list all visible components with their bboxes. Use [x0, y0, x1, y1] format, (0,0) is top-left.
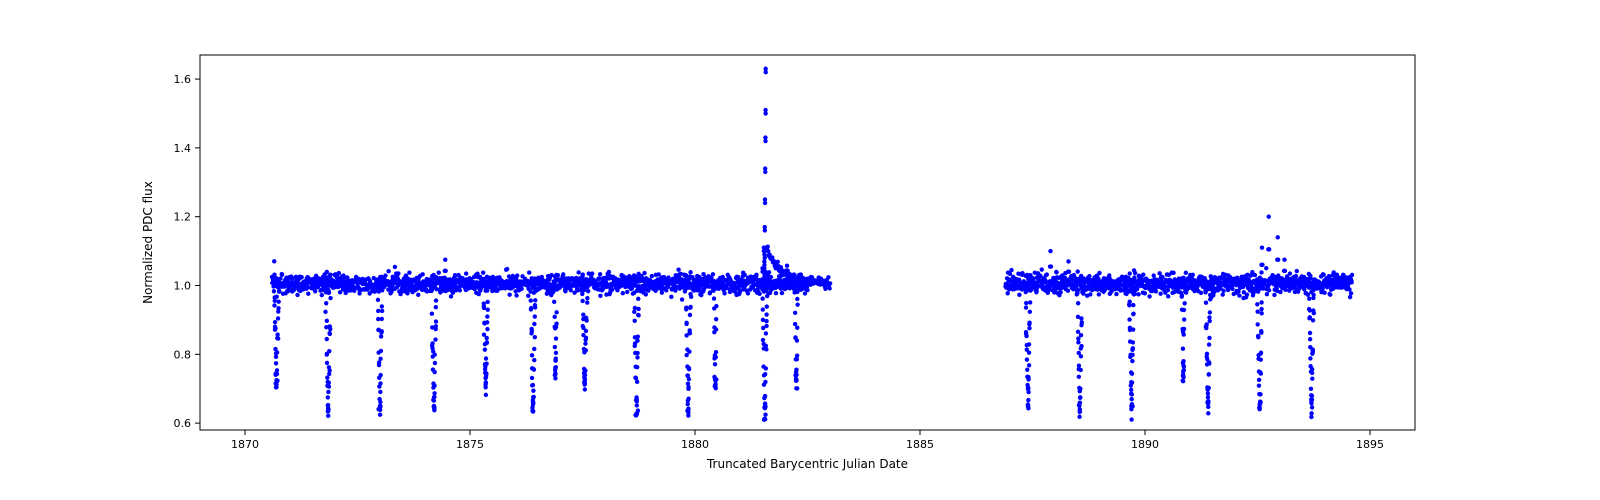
- y-tick-label: 0.8: [174, 348, 192, 361]
- y-tick-label: 1.0: [174, 280, 192, 293]
- x-tick-label: 1880: [681, 438, 709, 451]
- chart-svg: 1870 1875 1880 1885 1890 1895 0.6 0.8 1.0 1.2 1.4 1…: [0, 0, 1600, 500]
- x-axis-label: Truncated Barycentric Julian Date: [706, 457, 908, 471]
- x-tick-label: 1895: [1356, 438, 1384, 451]
- y-tick-label: 1.4: [174, 142, 192, 155]
- y-tick-label: 0.6: [174, 417, 192, 430]
- y-axis-label: Normalized PDC flux: [141, 181, 155, 304]
- y-tick-label: 1.6: [174, 73, 192, 86]
- x-tick-label: 1885: [906, 438, 934, 451]
- light-curve-chart: 1870 1875 1880 1885 1890 1895 0.6 0.8 1.0 1.2 1.4 1…: [0, 0, 1600, 500]
- x-tick-label: 1870: [231, 438, 259, 451]
- x-tick-label: 1890: [1131, 438, 1159, 451]
- x-tick-label: 1875: [456, 438, 484, 451]
- y-tick-label: 1.2: [174, 211, 192, 224]
